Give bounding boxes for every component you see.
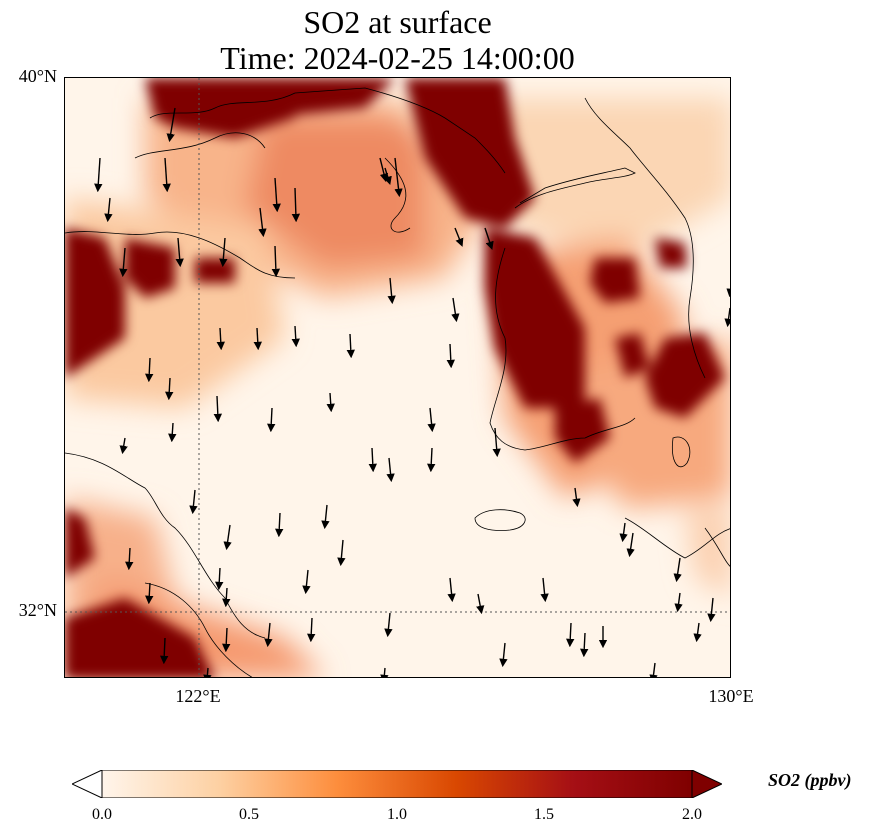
wind-arrow	[159, 637, 169, 665]
wind-arrow	[189, 489, 198, 515]
wind-arrow	[380, 667, 389, 677]
wind-arrow	[492, 427, 501, 458]
wind-arrow	[321, 504, 330, 530]
wind-arrow	[203, 667, 212, 677]
map-title: SO2 at surface	[303, 4, 492, 40]
wind-arrow	[253, 327, 262, 351]
wind-arrow	[291, 187, 301, 223]
wind-arrow	[674, 592, 683, 613]
wind-arrow	[368, 447, 377, 473]
wind-vector-layer	[94, 107, 730, 677]
wind-arrow	[427, 447, 436, 473]
wind-arrow	[119, 437, 128, 455]
wind-arrow	[258, 207, 267, 238]
wind-arrow	[291, 325, 300, 348]
colorbar-max-extend	[691, 770, 722, 798]
wind-arrow	[222, 627, 231, 653]
wind-arrow	[386, 457, 395, 483]
lon-label-130e: 130°E	[708, 686, 754, 706]
wind-arrow	[387, 277, 396, 305]
wind-arrow	[726, 287, 730, 298]
wind-arrow	[223, 524, 232, 551]
colorbar	[72, 770, 722, 798]
wind-arrow	[346, 333, 355, 359]
wind-arrow	[724, 307, 730, 328]
wind-arrow	[175, 237, 184, 268]
wind-arrow	[215, 567, 224, 591]
wind-arrow	[271, 245, 281, 278]
wind-arrow	[427, 407, 436, 433]
gridline-layer	[65, 78, 730, 677]
colorbar-min-extend	[72, 770, 103, 798]
wind-arrow	[267, 407, 276, 433]
wind-arrow	[307, 617, 316, 643]
wind-arrow	[264, 622, 273, 648]
wind-arrow	[275, 512, 284, 538]
wind-arrow	[383, 167, 392, 186]
wind-arrow	[216, 327, 225, 351]
wind-arrow	[476, 593, 485, 615]
wind-arrow	[125, 547, 134, 571]
wind-arrow	[145, 357, 154, 383]
wind-arrow	[145, 582, 154, 605]
wind-arrow	[451, 297, 460, 323]
wind-arrow	[222, 587, 231, 608]
colorbar-tick: 2.0	[682, 806, 702, 823]
colorbar-tick: 0.5	[239, 806, 259, 823]
wind-arrow	[707, 597, 716, 623]
so2-field-layer	[65, 78, 730, 677]
colorbar-label: SO2 (ppbv)	[768, 770, 852, 790]
wind-arrow	[454, 227, 464, 247]
wind-arrow	[379, 157, 389, 183]
wind-arrow	[162, 157, 171, 193]
wind-arrow	[673, 557, 682, 583]
lat-label-32n: 32°N	[18, 600, 57, 620]
wind-arrow	[165, 377, 174, 401]
wind-arrow	[446, 343, 455, 369]
colorbar-gradient	[101, 770, 693, 798]
wind-arrow	[619, 522, 628, 543]
wind-arrow	[693, 622, 702, 643]
wind-arrow	[219, 237, 228, 268]
wind-arrow	[499, 642, 508, 668]
wind-arrow	[649, 662, 658, 677]
wind-arrow	[119, 247, 128, 278]
wind-arrow	[272, 177, 281, 213]
wind-arrow	[168, 422, 177, 443]
wind-arrow	[394, 157, 403, 198]
wind-arrow	[337, 539, 346, 567]
lon-label-122e: 122°E	[175, 686, 221, 706]
wind-arrow	[447, 577, 456, 603]
wind-arrow	[626, 532, 635, 558]
so2-map-svg	[65, 78, 730, 677]
so2-map-panel	[64, 77, 731, 678]
colorbar-tick: 0.0	[92, 806, 112, 823]
wind-arrow	[326, 392, 335, 413]
wind-arrow	[302, 569, 311, 595]
wind-arrow	[540, 577, 549, 603]
wind-arrow	[566, 622, 575, 648]
wind-arrow	[384, 612, 393, 638]
wind-arrow	[166, 107, 176, 143]
lat-label-40n: 40°N	[18, 66, 57, 86]
wind-arrow	[572, 487, 581, 508]
wind-arrow	[484, 227, 494, 250]
wind-arrow	[580, 632, 589, 658]
wind-arrow	[94, 157, 103, 193]
colorbar-tick: 1.5	[534, 806, 554, 823]
map-timestamp: Time: 2024-02-25 14:00:00	[220, 40, 575, 76]
wind-arrow	[213, 395, 223, 423]
wind-arrow	[104, 197, 113, 223]
colorbar-tick: 1.0	[387, 806, 407, 823]
